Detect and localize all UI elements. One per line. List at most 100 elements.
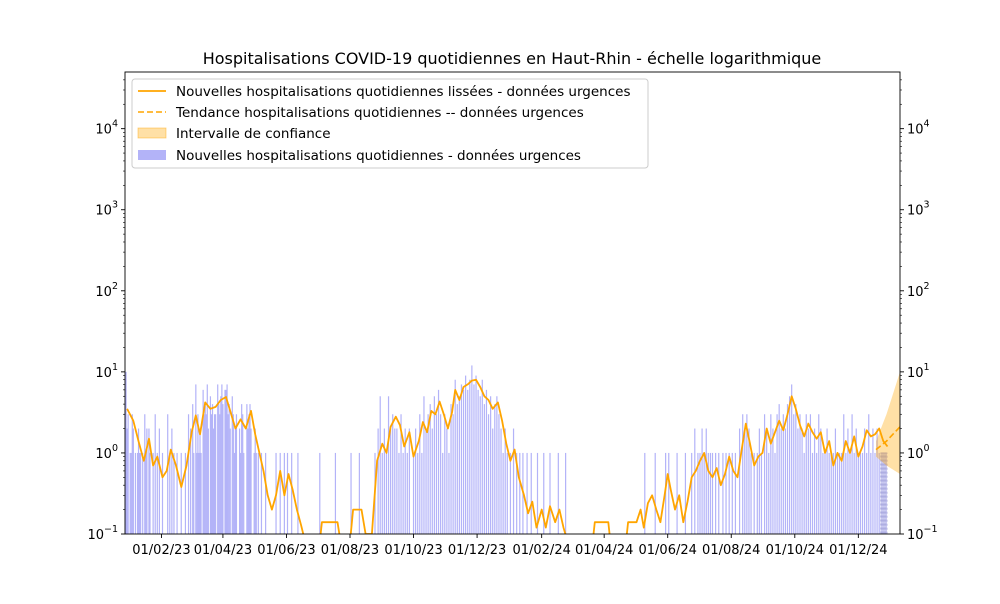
bar [731, 452, 733, 534]
y-tick-label-right: 100 [907, 443, 930, 462]
bar [225, 389, 227, 534]
bar [435, 414, 438, 534]
bar [699, 452, 701, 534]
y-tick-label-left: 10−1 [87, 524, 118, 543]
bar [246, 404, 248, 534]
bar [845, 452, 847, 534]
bar [149, 452, 151, 534]
y-tick-label-left: 101 [95, 362, 118, 381]
bar [379, 396, 381, 534]
bar [234, 428, 237, 534]
bar [156, 452, 158, 534]
y-tick-label-right: 103 [907, 200, 930, 219]
bar [297, 452, 299, 534]
confidence-band [876, 371, 900, 474]
bar [784, 428, 787, 534]
bar [788, 396, 791, 534]
bar [415, 428, 417, 534]
bar [756, 452, 758, 534]
bar [406, 452, 408, 534]
bar [758, 428, 760, 534]
bar [249, 404, 251, 534]
bar [213, 414, 216, 534]
y-tick-label-left: 103 [95, 200, 118, 219]
bar [475, 375, 477, 534]
bar [161, 452, 164, 534]
bar [253, 452, 255, 534]
bar [694, 428, 696, 534]
bar [847, 428, 849, 534]
bar [129, 452, 131, 534]
bar [506, 452, 508, 534]
legend-entry-label: Tendance hospitalisations quotidiennes -… [175, 105, 584, 121]
bar [763, 414, 766, 534]
bar [226, 384, 228, 534]
bar [549, 452, 551, 534]
bar-projected [885, 452, 888, 534]
bar [734, 452, 737, 534]
bar [146, 428, 148, 534]
bar [404, 428, 406, 534]
y-tick-label-right: 104 [907, 119, 930, 138]
bar [471, 365, 473, 534]
plot-clipped [125, 365, 900, 534]
bar [400, 414, 402, 534]
bar [746, 414, 748, 534]
bar [838, 452, 841, 534]
trend-line [875, 426, 900, 451]
bar [832, 452, 834, 534]
bar [425, 428, 427, 534]
bar [446, 428, 448, 534]
bar [220, 396, 222, 534]
bar [481, 379, 483, 534]
bar [442, 452, 444, 534]
bar [212, 428, 215, 534]
bar [210, 414, 213, 534]
bar [200, 452, 202, 534]
bar [456, 404, 458, 534]
bar [229, 428, 231, 534]
bar [782, 414, 784, 534]
bar [437, 389, 440, 534]
bar [247, 428, 249, 534]
bar [748, 428, 750, 534]
bar [502, 452, 504, 534]
bar [805, 414, 807, 534]
bar [392, 414, 394, 534]
bar [711, 452, 714, 534]
bar [793, 414, 795, 534]
bar [509, 452, 512, 534]
bar [241, 404, 243, 534]
bar [857, 452, 859, 534]
bar [684, 452, 687, 534]
x-tick-label: 01/08/24 [702, 543, 760, 558]
bar [462, 389, 465, 534]
bar [465, 375, 467, 534]
bar [467, 389, 469, 534]
bar [383, 428, 385, 534]
bar [654, 452, 656, 534]
bar [791, 384, 793, 534]
bar [138, 452, 141, 534]
bar [126, 428, 128, 534]
x-tick-label: 01/04/24 [575, 543, 633, 558]
bar [504, 428, 506, 534]
bar [176, 452, 178, 534]
bar [709, 452, 712, 534]
bar [820, 428, 822, 534]
bar [811, 452, 814, 534]
bar [753, 452, 755, 534]
bar [512, 428, 515, 534]
bar [824, 452, 826, 534]
bar [222, 404, 224, 534]
bar [697, 452, 699, 534]
bar [492, 428, 494, 534]
bar [530, 452, 532, 534]
bar [536, 452, 539, 534]
bar [799, 414, 801, 534]
y-tick-label-left: 104 [95, 119, 118, 138]
x-tick-label: 01/10/23 [384, 543, 442, 558]
bar [780, 428, 782, 534]
legend-box [131, 78, 649, 169]
